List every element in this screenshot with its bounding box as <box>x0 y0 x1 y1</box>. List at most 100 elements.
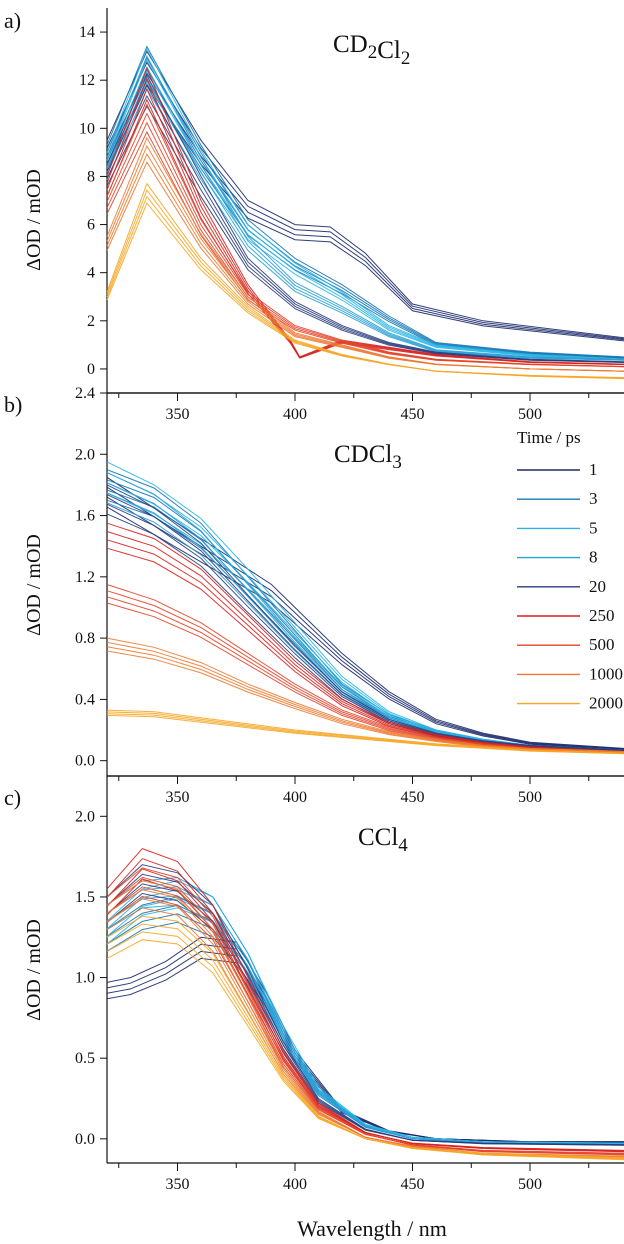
y-tick-label: 2.0 <box>75 446 95 463</box>
panel-1: 350 400 450 500 0 2 4 6 8 10 12 14 a) CD2Cl2 ΔOD / mOD <box>4 8 624 423</box>
series-line-250 <box>106 98 624 366</box>
x-tick-label: 350 <box>166 789 190 806</box>
series-line-5 <box>106 47 624 360</box>
legend-entry: 250 <box>517 606 615 625</box>
series-line-1 <box>106 950 624 1143</box>
x-tick-label: 450 <box>401 1176 425 1193</box>
legend-label: 5 <box>589 518 598 537</box>
series-line-1000 <box>106 641 624 753</box>
y-tick-label: 1.5 <box>75 889 95 906</box>
legend-label: 3 <box>589 489 598 508</box>
series-line-1 <box>106 957 624 1143</box>
series-line-1 <box>106 943 624 1143</box>
x-tick-label: 500 <box>518 1176 542 1193</box>
x-tick-label: 350 <box>166 1176 190 1193</box>
y-axis-label: ΔOD / mOD <box>23 919 45 1021</box>
legend-entry: 1000 <box>517 664 623 683</box>
legend-entry: 3 <box>517 489 598 508</box>
series-line-1000 <box>106 153 624 372</box>
series-line-1000 <box>106 161 624 372</box>
x-tick-label: 450 <box>401 406 425 423</box>
series-line-1000 <box>106 646 624 753</box>
series-line-3 <box>106 904 624 1144</box>
series-line-5 <box>106 907 624 1144</box>
y-tick-label: 8 <box>87 168 95 185</box>
legend: Time / ps 1 3 5 8 20 250 500 1000 2000 <box>517 428 623 713</box>
series-line-250 <box>106 878 624 1151</box>
series-line-250 <box>106 522 624 752</box>
series-line-5 <box>106 461 624 751</box>
panel-title: CD2Cl2 <box>333 31 410 69</box>
legend-entry: 20 <box>517 577 606 596</box>
y-tick-label: 2 <box>87 313 95 330</box>
series-group <box>106 848 624 1161</box>
series-line-250 <box>106 531 624 753</box>
panel-title: CDCl3 <box>334 441 402 473</box>
series-line-5 <box>106 70 624 361</box>
legend-label: 20 <box>589 577 606 596</box>
x-axis-label: Wavelength / nm <box>297 1216 447 1241</box>
legend-label: 500 <box>589 635 615 654</box>
y-axis-label: ΔOD / mOD <box>23 169 45 271</box>
x-tick-label: 450 <box>401 789 425 806</box>
series-line-1 <box>106 506 624 751</box>
series-line-500 <box>106 130 624 368</box>
y-tick-label: 0.8 <box>75 630 95 647</box>
series-line-8 <box>106 895 624 1146</box>
legend-entry: 5 <box>517 518 598 537</box>
panel-label: a) <box>4 8 21 33</box>
series-line-2000 <box>106 182 624 380</box>
x-tick-label: 350 <box>166 406 190 423</box>
legend-label: 250 <box>589 606 615 625</box>
x-tick-label: 500 <box>518 789 542 806</box>
y-tick-label: 1.0 <box>75 970 95 987</box>
series-line-1000 <box>106 889 624 1158</box>
legend-label: 1 <box>589 460 598 479</box>
legend-entry: 500 <box>517 635 615 654</box>
series-line-3 <box>106 896 624 1145</box>
series-line-8 <box>106 65 624 361</box>
y-tick-label: 0.0 <box>75 1131 95 1148</box>
legend-title: Time / ps <box>517 428 581 447</box>
series-line-1 <box>106 61 624 340</box>
y-tick-label: 14 <box>79 24 95 41</box>
panel-2: 350 400 450 500 0.0 0.4 0.8 1.2 1.6 2.0 2.4 b) CDCl3… <box>4 385 624 806</box>
series-line-2000 <box>106 915 624 1161</box>
panel-title: CCl4 <box>358 824 408 856</box>
series-line-1000 <box>106 907 624 1157</box>
series-group <box>106 461 624 755</box>
y-tick-label: 1.6 <box>75 508 95 525</box>
panel-label: c) <box>4 785 21 810</box>
y-tick-label: 0 <box>87 361 95 378</box>
y-tick-label: 4 <box>87 265 95 282</box>
series-line-20 <box>106 873 624 1146</box>
series-line-2000 <box>106 189 624 379</box>
y-tick-label: 6 <box>87 217 95 234</box>
y-tick-label: 12 <box>79 72 95 89</box>
legend-entry: 1 <box>517 460 598 479</box>
series-line-3 <box>106 45 624 358</box>
x-tick-label: 400 <box>283 406 307 423</box>
x-tick-label: 400 <box>283 789 307 806</box>
y-tick-label: 0.4 <box>75 691 95 708</box>
y-tick-label: 2.4 <box>75 385 95 402</box>
series-line-1000 <box>106 637 624 752</box>
legend-entry: 8 <box>517 548 598 567</box>
series-line-20 <box>106 883 624 1146</box>
series-line-8 <box>106 54 624 360</box>
series-line-5 <box>106 880 624 1145</box>
y-tick-label: 1.2 <box>75 569 95 586</box>
series-line-3 <box>106 499 624 752</box>
series-line-20 <box>106 484 624 751</box>
y-tick-label: 0.5 <box>75 1050 95 1067</box>
x-tick-label: 500 <box>518 406 542 423</box>
panel-label: b) <box>4 392 22 417</box>
series-line-1 <box>106 50 624 339</box>
series-line-8 <box>106 877 624 1146</box>
legend-label: 1000 <box>589 664 623 683</box>
x-tick-label: 400 <box>283 1176 307 1193</box>
legend-entry: 2000 <box>517 694 623 713</box>
series-line-5 <box>106 81 624 361</box>
series-line-500 <box>106 876 624 1155</box>
